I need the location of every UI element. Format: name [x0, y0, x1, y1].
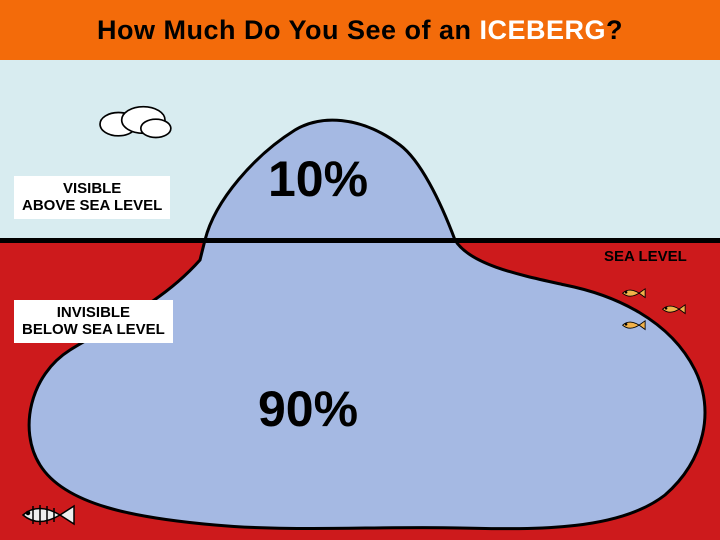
page-title: How Much Do You See of an ICEBERG? [97, 15, 623, 46]
infographic-stage: How Much Do You See of an ICEBERG? VISIB… [0, 0, 720, 540]
cloud-icon [90, 95, 180, 145]
sea-level-line [0, 238, 720, 243]
below-label-line2: BELOW SEA LEVEL [22, 321, 165, 338]
above-label-line2: ABOVE SEA LEVEL [22, 197, 162, 214]
title-band: How Much Do You See of an ICEBERG? [0, 0, 720, 60]
fish-icon [620, 318, 646, 332]
title-pre: How Much Do You See of an [97, 15, 480, 45]
above-label: VISIBLE ABOVE SEA LEVEL [14, 176, 170, 219]
below-label-line1: INVISIBLE [22, 304, 165, 321]
below-label: INVISIBLE BELOW SEA LEVEL [14, 300, 173, 343]
percent-below: 90% [258, 380, 358, 438]
title-emphasis: ICEBERG [480, 15, 607, 45]
percent-above: 10% [268, 150, 368, 208]
title-post: ? [606, 15, 623, 45]
fish-icon [660, 302, 686, 316]
above-label-line1: VISIBLE [22, 180, 162, 197]
fish-skeleton-icon [18, 500, 78, 530]
fish-icon [620, 286, 646, 300]
sea-level-label: SEA LEVEL [604, 248, 687, 265]
